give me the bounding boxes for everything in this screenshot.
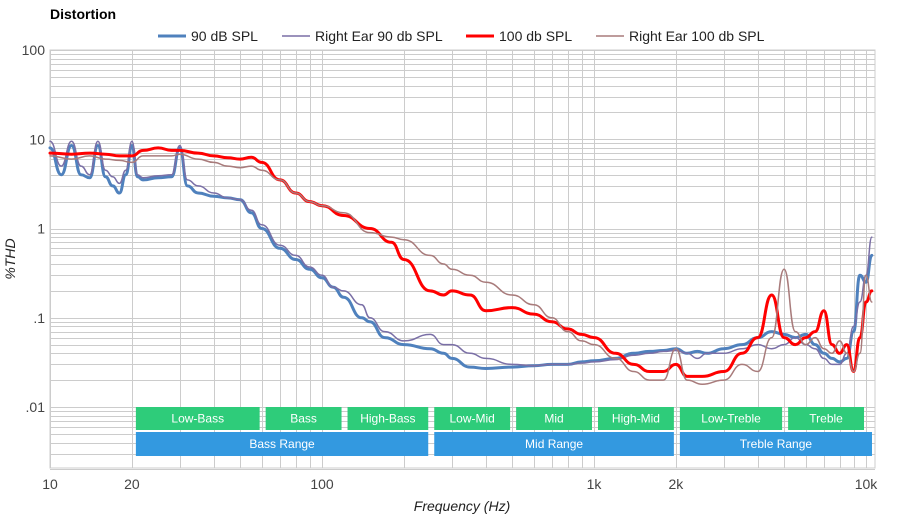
band-label: High-Mid [612,412,660,426]
band-mid-range [434,432,674,456]
x-tick-label: 10k [855,476,879,492]
frequency-bands: Low-Bass Bass High-Bass Low-Mid Mid High-Mid L… [135,407,872,456]
band-label: Treble Range [740,437,813,451]
series-line-right-ear-100-db-spl [49,153,873,385]
band-label: Low-Treble [701,412,761,426]
band-high-mid [598,407,674,430]
band-low-mid [434,407,511,430]
band-low-treble [679,407,783,430]
grid [49,49,876,470]
legend-label: 100 db SPL [499,28,572,44]
band-mid [516,407,592,430]
band-high-bass [347,407,429,430]
band-bass-range [135,432,429,456]
x-tick-label: 2k [668,476,684,492]
band-label: Bass [290,412,317,426]
series-line-100-db-spl [48,146,874,378]
x-axis-label: Frequency (Hz) [414,498,510,514]
band-label: Bass Range [249,437,315,451]
band-label: Mid [544,412,563,426]
y-axis-label: %THD [2,238,18,279]
chart-title: Distortion [50,6,116,22]
x-tick-label: 20 [124,476,140,492]
x-tick-label: 10 [42,476,58,492]
legend: 90 dB SPL Right Ear 90 db SPL 100 db SPL Ri… [158,28,765,44]
legend-label: Right Ear 100 db SPL [629,28,765,44]
band-label: Low-Mid [450,412,495,426]
band-treble-range [679,432,872,456]
band-label: Mid Range [525,437,583,451]
band-label: High-Bass [360,412,415,426]
band-label: Treble [809,412,843,426]
x-axis-ticks: 10 20 100 1k 2k 10k [42,476,878,492]
band-label: Low-Bass [171,412,224,426]
y-axis-ticks: 100 10 1 .1 .01 [22,42,46,415]
y-tick-label: .01 [26,399,46,415]
band-bass [265,407,342,430]
x-tick-label: 1k [587,476,603,492]
y-tick-label: .1 [33,310,45,326]
series-line-right-ear-90-db-spl [49,140,873,367]
band-low-bass [135,407,260,430]
series-line-90-db-spl [48,144,874,370]
series-lines [48,140,874,385]
x-tick-label: 100 [310,476,334,492]
legend-label: 90 dB SPL [191,28,258,44]
y-tick-label: 1 [37,221,45,237]
y-tick-label: 100 [22,42,46,58]
band-treble [788,407,864,430]
y-tick-label: 10 [29,131,45,147]
legend-label: Right Ear 90 db SPL [315,28,443,44]
